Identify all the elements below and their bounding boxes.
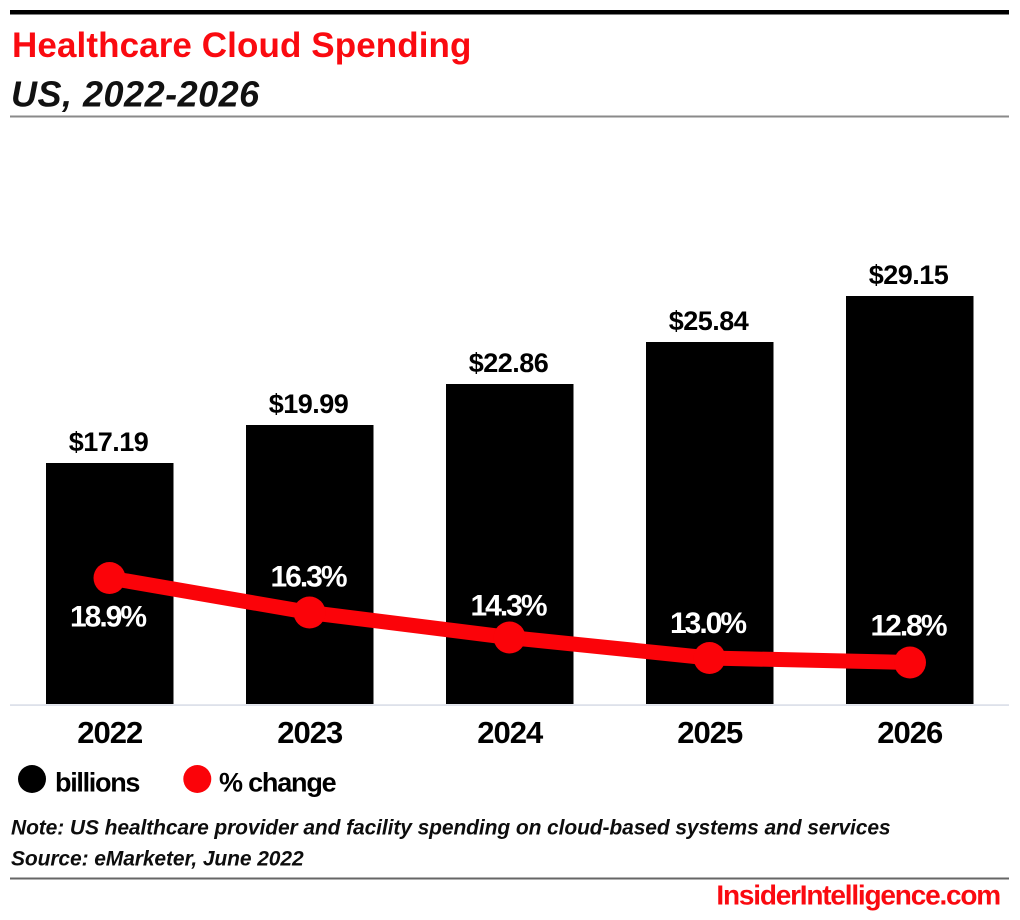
svg-text:$17.19: $17.19 xyxy=(69,427,149,457)
svg-text:13.0%: 13.0% xyxy=(670,607,746,640)
svg-text:2022: 2022 xyxy=(77,715,142,750)
svg-text:Healthcare Cloud Spending: Healthcare Cloud Spending xyxy=(12,26,472,65)
svg-text:2026: 2026 xyxy=(877,715,943,750)
svg-text:InsiderIntelligence.com: InsiderIntelligence.com xyxy=(716,880,1000,911)
svg-text:2023: 2023 xyxy=(277,715,343,750)
svg-text:18.9%: 18.9% xyxy=(70,601,146,634)
svg-text:$22.86: $22.86 xyxy=(469,348,549,378)
svg-text:$19.99: $19.99 xyxy=(269,389,349,419)
svg-text:% change: % change xyxy=(219,768,337,798)
svg-text:2025: 2025 xyxy=(677,715,743,750)
svg-text:16.3%: 16.3% xyxy=(270,561,346,594)
svg-text:14.3%: 14.3% xyxy=(470,590,546,623)
svg-text:Note: US healthcare provider a: Note: US healthcare provider and facilit… xyxy=(11,817,891,840)
svg-text:12.8%: 12.8% xyxy=(870,610,946,643)
svg-text:$25.84: $25.84 xyxy=(669,306,749,336)
svg-text:2024: 2024 xyxy=(477,715,544,750)
svg-text:US, 2022-2026: US, 2022-2026 xyxy=(11,74,260,115)
svg-text:Source: eMarketer, June 2022: Source: eMarketer, June 2022 xyxy=(11,848,304,871)
svg-text:billions: billions xyxy=(55,768,139,798)
svg-text:$29.15: $29.15 xyxy=(869,260,949,290)
